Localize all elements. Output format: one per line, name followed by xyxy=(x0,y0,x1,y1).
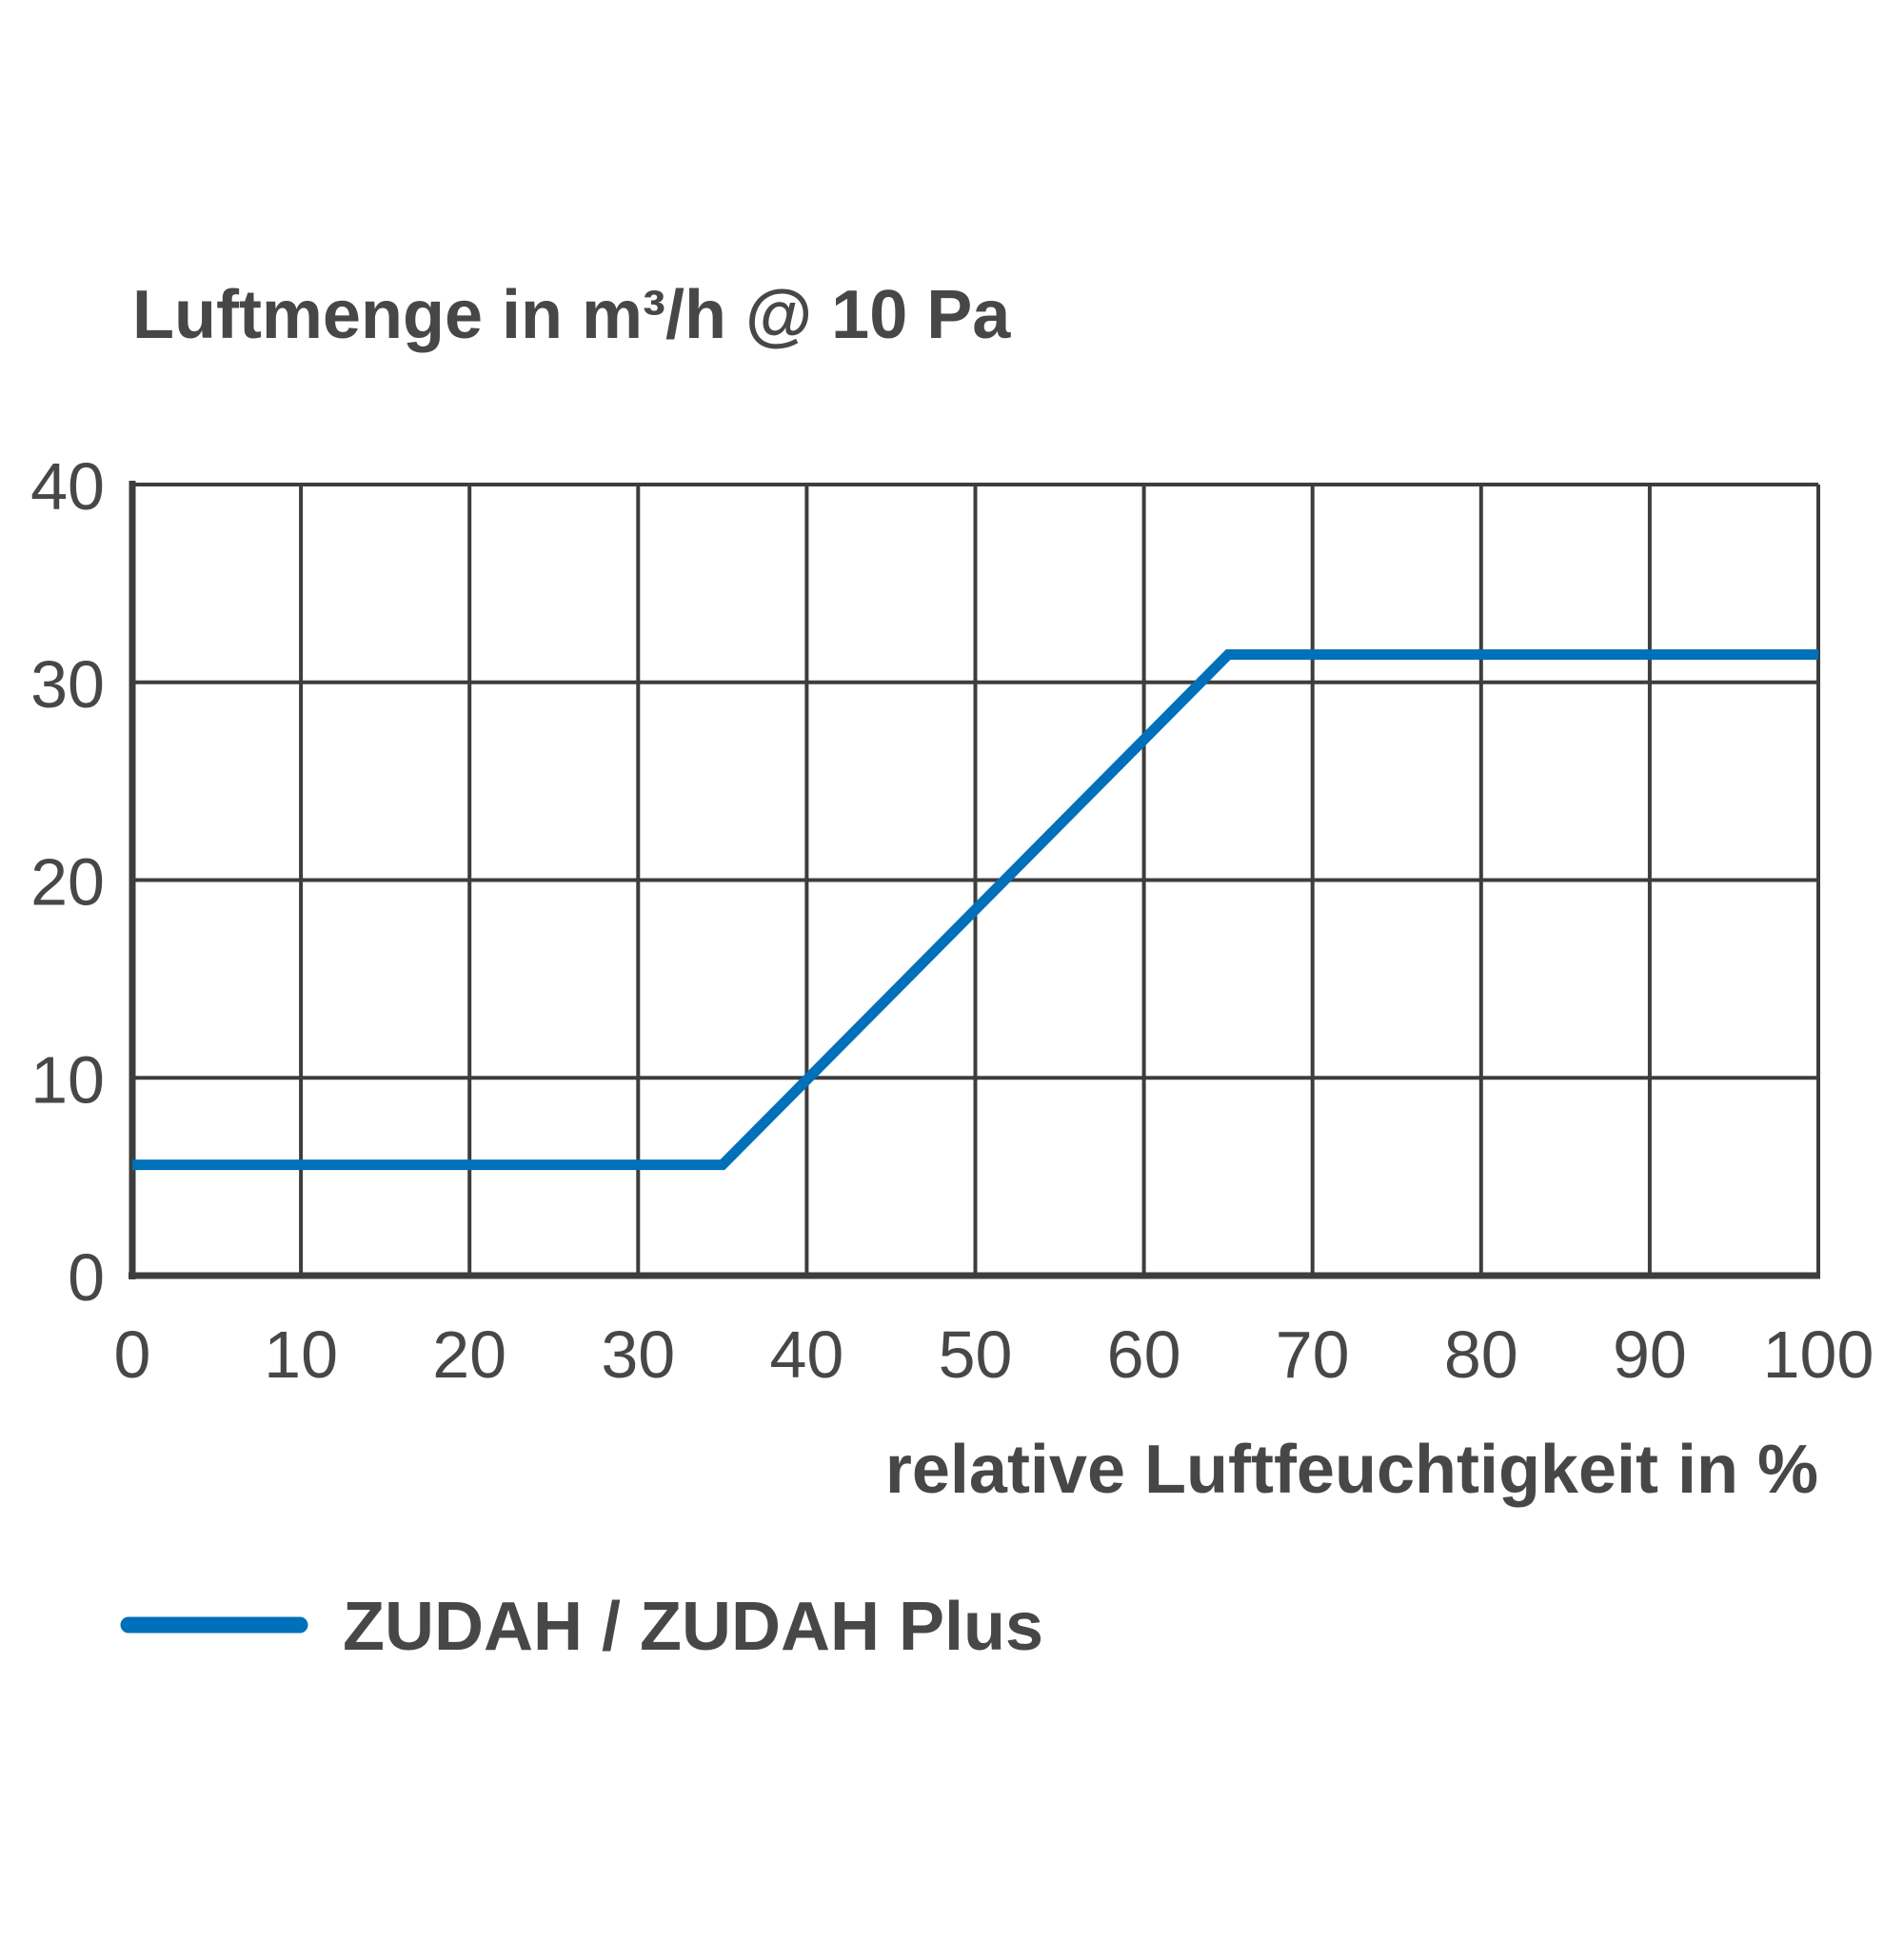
series-line xyxy=(132,649,1818,1171)
y-tick-label: 0 xyxy=(68,1240,105,1315)
x-tick-label: 80 xyxy=(1444,1317,1518,1392)
x-tick-label: 30 xyxy=(601,1317,675,1392)
y-tick-label: 40 xyxy=(30,449,105,524)
series xyxy=(132,649,1818,1171)
axes xyxy=(129,481,1820,1279)
x-tick-label: 20 xyxy=(432,1317,506,1392)
x-axis-label: relative Luftfeuchtigkeit in % xyxy=(885,1432,1818,1508)
x-tick-label: 100 xyxy=(1763,1317,1874,1392)
x-tick-label: 90 xyxy=(1613,1317,1687,1392)
x-tick-labels: 0 10 20 30 40 50 60 70 80 90 100 xyxy=(114,1317,1874,1392)
grid xyxy=(132,483,1820,1276)
y-tick-labels: 0 10 20 30 40 xyxy=(30,449,105,1315)
legend-label: ZUDAH / ZUDAH Plus xyxy=(343,1589,1043,1665)
y-tick-label: 20 xyxy=(30,845,105,920)
x-tick-label: 60 xyxy=(1107,1317,1181,1392)
y-tick-label: 10 xyxy=(30,1042,105,1117)
y-axis-label: Luftmenge in m³/h @ 10 Pa xyxy=(132,277,1011,353)
x-tick-label: 50 xyxy=(939,1317,1013,1392)
x-tick-label: 10 xyxy=(264,1317,338,1392)
legend: ZUDAH / ZUDAH Plus xyxy=(120,1589,1043,1665)
y-tick-label: 30 xyxy=(30,647,105,722)
x-tick-label: 0 xyxy=(114,1317,151,1392)
x-tick-label: 40 xyxy=(769,1317,843,1392)
x-tick-label: 70 xyxy=(1276,1317,1350,1392)
